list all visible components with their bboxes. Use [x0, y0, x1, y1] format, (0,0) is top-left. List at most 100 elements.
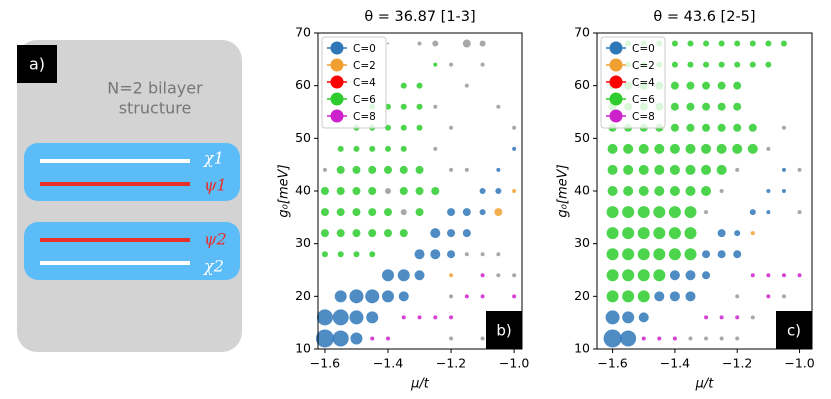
point: [717, 102, 726, 111]
point: [449, 336, 454, 341]
y-tick-label: 20: [574, 288, 590, 303]
point: [479, 209, 486, 216]
y-tick-label: 40: [295, 183, 311, 198]
point: [671, 40, 678, 47]
point: [704, 336, 709, 341]
point: [781, 189, 786, 193]
point: [430, 249, 441, 260]
point: [733, 123, 742, 132]
point: [449, 273, 454, 278]
point: [670, 102, 679, 111]
legend-marker: [609, 92, 623, 106]
point: [748, 123, 757, 132]
point: [385, 336, 390, 341]
point: [670, 81, 679, 90]
y-tick-label: 10: [574, 341, 590, 356]
point: [495, 188, 502, 194]
point: [353, 145, 360, 152]
point: [417, 315, 422, 320]
y-axis-label: g₀[meV]: [277, 164, 292, 217]
point: [605, 310, 620, 325]
point: [702, 81, 711, 90]
layer-box: [24, 143, 240, 201]
point: [496, 252, 501, 257]
point: [716, 164, 727, 175]
panel-label-box: [776, 311, 812, 349]
point: [464, 252, 469, 257]
point: [496, 167, 501, 172]
point: [747, 143, 758, 154]
layer-box: [24, 222, 240, 280]
point: [717, 81, 726, 90]
point: [669, 143, 680, 154]
point: [638, 312, 649, 323]
legend-marker: [330, 58, 344, 72]
point: [622, 269, 635, 282]
y-axis-label: g₀[meV]: [556, 164, 571, 217]
point: [415, 165, 424, 174]
point: [415, 208, 424, 217]
x-axis-label: μ/t: [410, 377, 430, 392]
point: [353, 251, 360, 258]
point: [781, 125, 786, 130]
legend-marker: [609, 109, 623, 123]
point: [449, 62, 454, 67]
caption: structure: [119, 99, 192, 118]
point: [637, 227, 650, 240]
legend-marker: [609, 75, 623, 89]
point: [686, 81, 695, 90]
point: [462, 208, 471, 217]
point: [397, 269, 410, 282]
point: [336, 165, 345, 174]
x-tick-label: −1.0: [499, 356, 529, 371]
point: [400, 209, 407, 216]
point: [623, 186, 634, 196]
point: [447, 229, 456, 238]
point: [653, 227, 666, 240]
point: [384, 188, 391, 194]
point: [336, 187, 345, 195]
y-tick-label: 50: [574, 130, 590, 145]
legend-marker: [330, 75, 344, 89]
point: [352, 208, 361, 217]
point: [400, 145, 407, 152]
panel-label: c): [787, 322, 801, 340]
point: [623, 164, 634, 175]
point: [336, 208, 345, 217]
point: [685, 291, 696, 302]
point: [399, 165, 408, 174]
point: [669, 291, 680, 302]
y-tick-label: 60: [295, 77, 311, 92]
point: [607, 143, 618, 154]
point: [781, 294, 786, 299]
point: [606, 206, 619, 219]
point: [797, 167, 802, 172]
point: [352, 229, 361, 238]
point: [464, 83, 469, 88]
point: [416, 124, 423, 131]
panel-label: a): [29, 55, 45, 74]
point: [686, 123, 695, 132]
point: [688, 336, 693, 341]
point: [496, 273, 501, 278]
point: [701, 186, 712, 196]
point: [384, 145, 391, 152]
point: [414, 270, 425, 281]
point: [462, 39, 471, 48]
layer-label: χ1: [203, 149, 224, 168]
point: [337, 251, 344, 258]
point: [717, 229, 726, 238]
point: [654, 186, 665, 196]
legend-marker: [330, 92, 344, 106]
layer-label: χ2: [203, 257, 224, 276]
point: [620, 330, 637, 347]
panel-label: b): [496, 322, 511, 340]
point: [657, 336, 662, 341]
y-tick-label: 70: [295, 25, 311, 40]
point: [480, 294, 485, 299]
point: [668, 227, 681, 240]
point: [349, 310, 364, 325]
point: [719, 336, 724, 341]
point: [653, 248, 666, 261]
